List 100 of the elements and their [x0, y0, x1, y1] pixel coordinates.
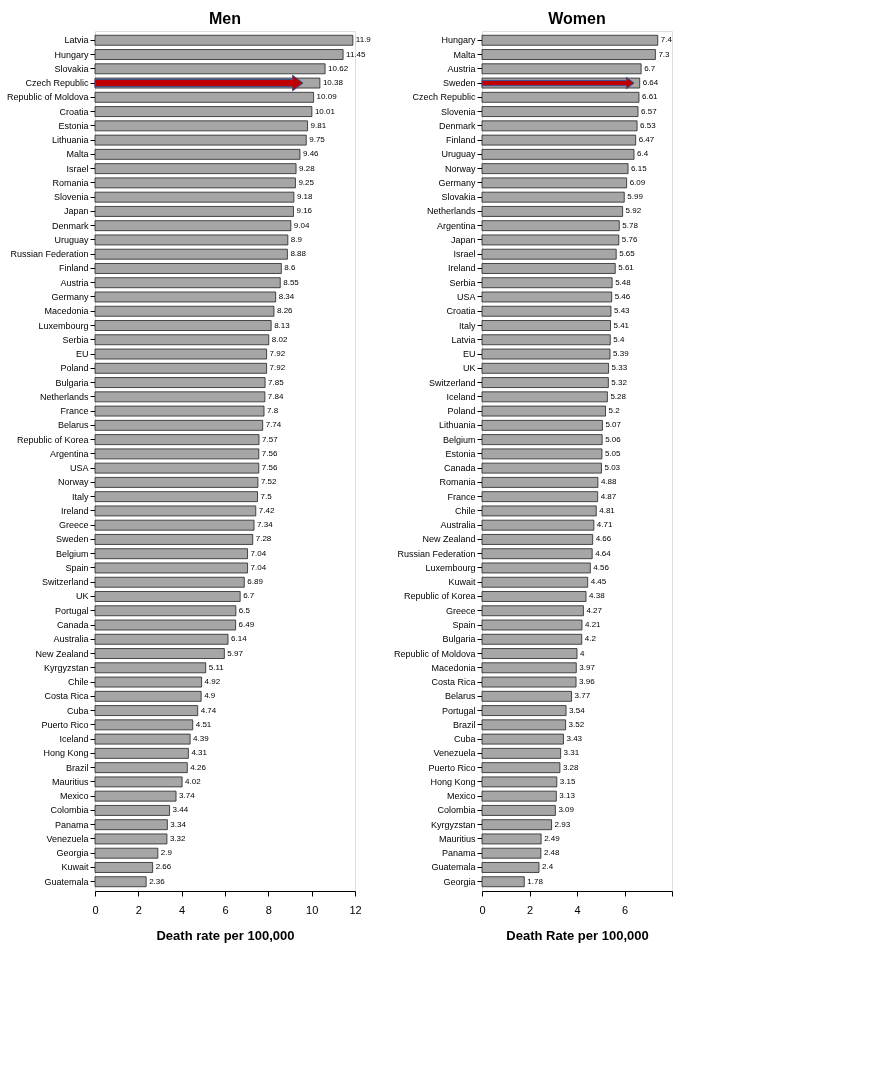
data-label: 2.36	[149, 876, 166, 886]
data-label: 4.31	[191, 748, 208, 758]
y-tick-label: Colombia	[437, 805, 476, 816]
y-tick-label: Hong Kong	[430, 776, 476, 787]
y-tick-label: EU	[462, 349, 476, 360]
y-tick-label: Puerto Rico	[41, 719, 89, 730]
bar	[481, 790, 557, 802]
x-tick-label: 8	[265, 903, 272, 916]
data-label: 9.04	[293, 220, 310, 230]
bar	[94, 120, 308, 132]
y-tick-label: UK	[75, 591, 89, 602]
y-tick-label: Mexico	[446, 791, 476, 802]
y-tick-label: Brazil	[65, 762, 89, 773]
y-tick-label: USA	[69, 463, 89, 474]
y-tick-label: Iceland	[59, 734, 89, 745]
y-tick-label: Kuwait	[448, 577, 476, 588]
y-tick-label: Japan	[63, 206, 89, 217]
y-tick-label: Chile	[67, 677, 89, 688]
y-tick-label: Lithuania	[51, 135, 89, 146]
data-label: 7.56	[261, 448, 278, 458]
x-tick-label: 2	[135, 903, 142, 916]
data-label: 3.54	[569, 705, 586, 715]
data-label: 6.09	[629, 177, 646, 187]
data-label: 3.52	[568, 719, 585, 729]
bar	[481, 163, 629, 175]
bar	[94, 391, 266, 403]
data-label: 7.84	[267, 391, 284, 401]
bar	[481, 434, 603, 445]
bar	[94, 106, 313, 117]
bar	[94, 548, 248, 560]
y-tick-label: Slovenia	[53, 192, 89, 203]
bar	[94, 747, 189, 759]
data-label: 5.4	[613, 334, 625, 344]
bar	[94, 534, 254, 545]
bar	[94, 805, 170, 816]
y-tick-label: Luxembourg	[425, 562, 476, 573]
data-label: 4.71	[596, 520, 613, 530]
x-tick-label: 4	[179, 903, 186, 916]
y-tick-label: Georgia	[443, 876, 476, 887]
y-tick-label: Mexico	[59, 791, 89, 802]
bar	[481, 776, 558, 788]
data-label: 4.74	[200, 705, 217, 715]
x-tick-label: 10	[306, 903, 319, 916]
data-label: 9.46	[302, 149, 320, 159]
data-label: 10.38	[322, 78, 344, 88]
data-label: 7.5	[260, 491, 273, 501]
data-label: 6.53	[640, 120, 657, 130]
y-tick-label: Serbia	[449, 277, 476, 288]
y-tick-label: Poland	[60, 363, 89, 374]
bar	[481, 348, 611, 360]
bar	[481, 534, 594, 545]
y-tick-label: Venezuela	[433, 748, 476, 759]
bar	[94, 605, 237, 617]
data-label: 5.2	[608, 406, 621, 416]
data-label: 2.48	[543, 848, 561, 858]
data-label: 4.66	[595, 534, 612, 544]
data-label: 3.28	[562, 762, 580, 772]
y-tick-label: Cuba	[453, 734, 476, 745]
x-axis-title: Death Rate per 100,000	[506, 927, 649, 943]
data-label: 8.13	[274, 320, 291, 330]
data-label: 9.28	[299, 163, 316, 173]
bar	[481, 548, 593, 560]
y-tick-label: Romania	[439, 477, 476, 488]
data-label: 5.65	[619, 249, 636, 259]
y-tick-label: Czech Republic	[412, 92, 476, 103]
y-tick-label: Portugal	[441, 705, 476, 716]
bar	[481, 148, 635, 160]
bar	[481, 49, 656, 60]
data-label: 6.5	[238, 605, 251, 615]
y-tick-label: USA	[456, 291, 476, 302]
bar	[94, 733, 191, 745]
bar	[481, 305, 612, 317]
y-tick-label: Lithuania	[438, 420, 476, 431]
bar	[94, 862, 154, 873]
y-tick-label: Hong Kong	[43, 748, 89, 759]
bar	[94, 177, 296, 189]
y-tick-label: Denmark	[51, 220, 89, 231]
data-label: 5.97	[227, 648, 244, 658]
data-label: 6.7	[644, 63, 656, 73]
data-label: 2.93	[554, 819, 571, 829]
y-tick-label: Greece	[58, 520, 89, 531]
data-label: 5.03	[604, 463, 621, 473]
y-tick-label: Georgia	[56, 848, 89, 859]
y-tick-label: Canada	[56, 620, 89, 631]
y-tick-label: Latvia	[64, 35, 89, 46]
y-tick-label: Spain	[452, 620, 476, 631]
data-label: 5.06	[605, 434, 622, 444]
data-label: 8.55	[283, 277, 300, 287]
y-tick-label: France	[447, 491, 476, 502]
bar	[481, 34, 659, 46]
y-tick-label: Denmark	[438, 120, 476, 131]
y-tick-label: Netherlands	[39, 391, 89, 402]
bar	[94, 705, 199, 716]
bar	[94, 776, 183, 788]
bar	[481, 847, 542, 859]
data-label: 6.61	[641, 92, 659, 102]
data-label: 3.34	[170, 819, 187, 829]
data-label: 7.04	[250, 562, 267, 572]
data-label: 6.64	[642, 78, 659, 88]
data-label: 3.77	[574, 691, 591, 701]
